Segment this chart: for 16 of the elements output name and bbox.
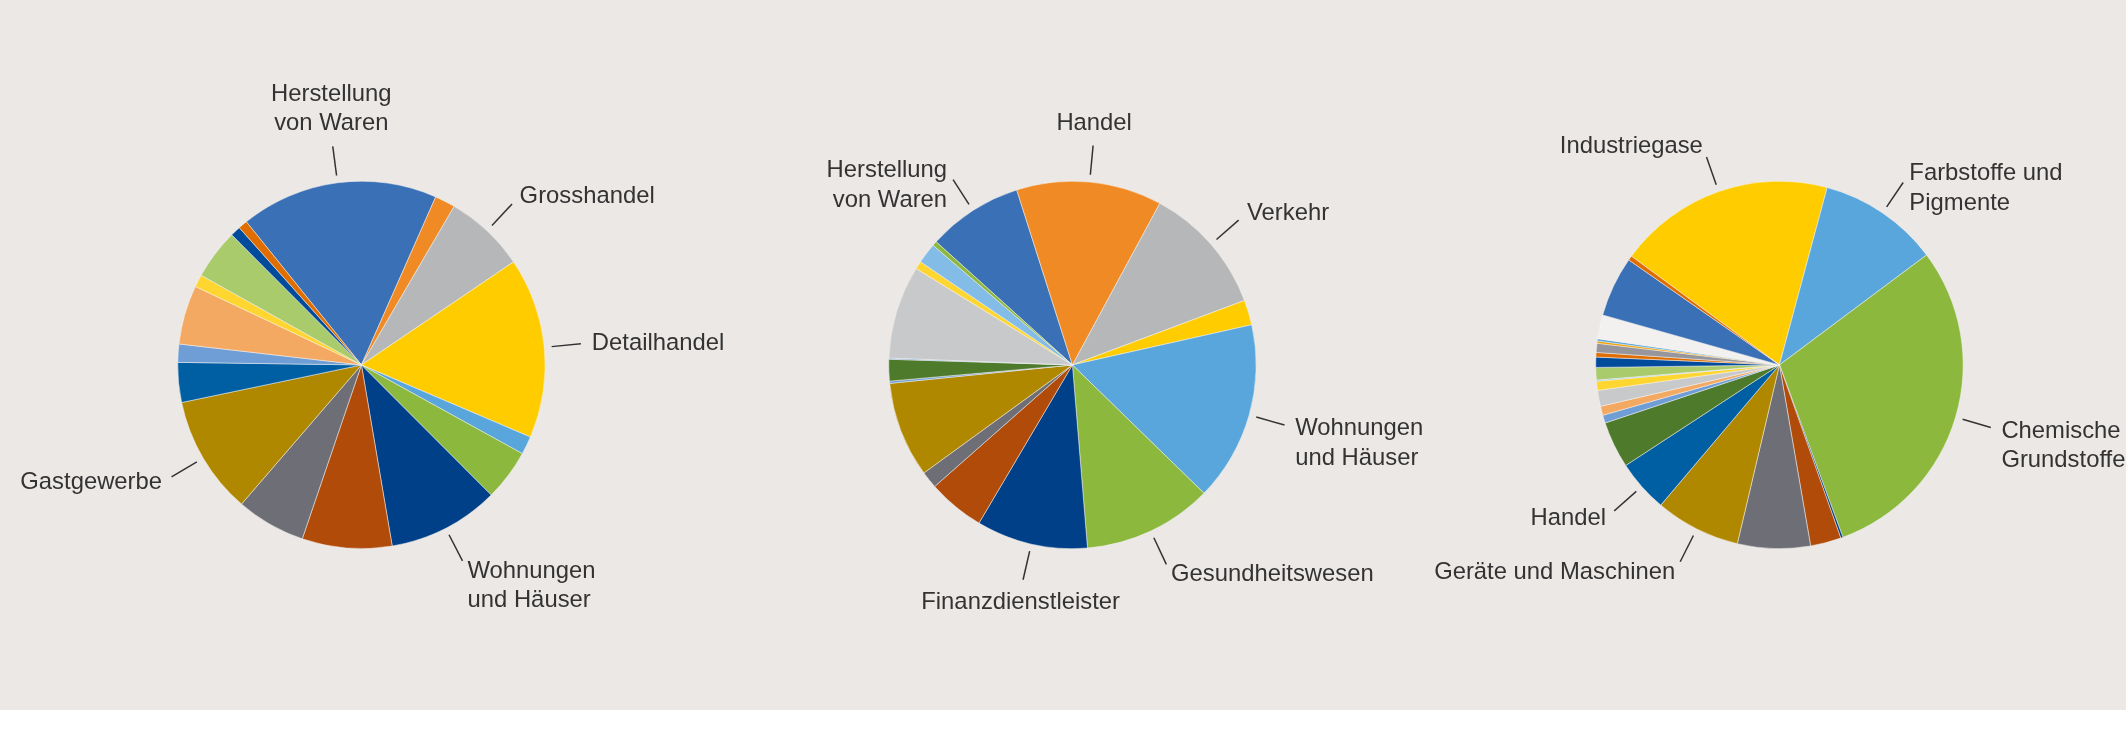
slice-label: Wohnungen und Häuser — [467, 555, 596, 613]
slice-label: Gastgewerbe — [20, 467, 163, 495]
slice-label: Grosshandel — [519, 180, 655, 208]
slice-label: Handel — [1056, 107, 1132, 135]
slice-label: Farbstoffe und Pigmente — [1909, 158, 2063, 216]
slice-label: Herstellung von Waren — [271, 78, 392, 136]
slice-label: Verkehr — [1246, 197, 1330, 225]
slice-label: Industriegase — [1559, 131, 1703, 159]
slice-label: Chemische Grundstoffe — [2001, 415, 2126, 473]
slice-label: Detailhandel — [591, 327, 725, 355]
slice-label: Handel — [1530, 503, 1606, 531]
slice-label: Finanzdienstleister — [921, 587, 1120, 615]
slice-label: Geräte und Maschinen — [1434, 556, 1676, 584]
slice-label: Herstellung von Waren — [826, 155, 948, 213]
slice-label: Wohnungen und Häuser — [1295, 412, 1424, 470]
slice-label: Gesundheitswesen — [1171, 559, 1374, 587]
